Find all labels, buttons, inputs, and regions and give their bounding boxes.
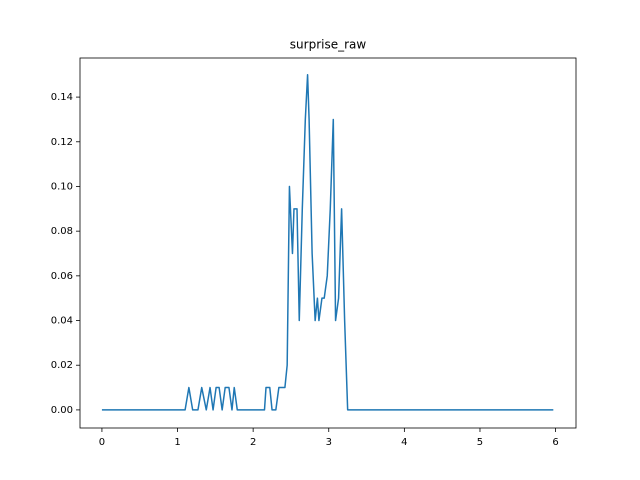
plot-frame: [79, 57, 577, 429]
y-tick-label: 0.04: [51, 316, 73, 327]
y-tick-label: 0.02: [51, 360, 73, 371]
x-tick-label: 4: [401, 437, 407, 448]
y-tick-label: 0.06: [51, 271, 73, 282]
y-tick-label: 0.00: [51, 405, 73, 416]
x-tick-label: 3: [326, 437, 332, 448]
x-tick-label: 5: [477, 437, 483, 448]
x-tick-label: 2: [250, 437, 256, 448]
y-tick-label: 0.14: [51, 92, 73, 103]
y-tick-label: 0.08: [51, 226, 73, 237]
data-line: [101, 74, 554, 411]
x-tick-label: 0: [99, 437, 105, 448]
y-tick-label: 0.12: [51, 137, 73, 148]
y-tick-label: 0.10: [51, 181, 73, 192]
x-tick-label: 6: [552, 437, 558, 448]
x-tick-label: 1: [174, 437, 180, 448]
chart-title: surprise_raw: [290, 38, 367, 52]
